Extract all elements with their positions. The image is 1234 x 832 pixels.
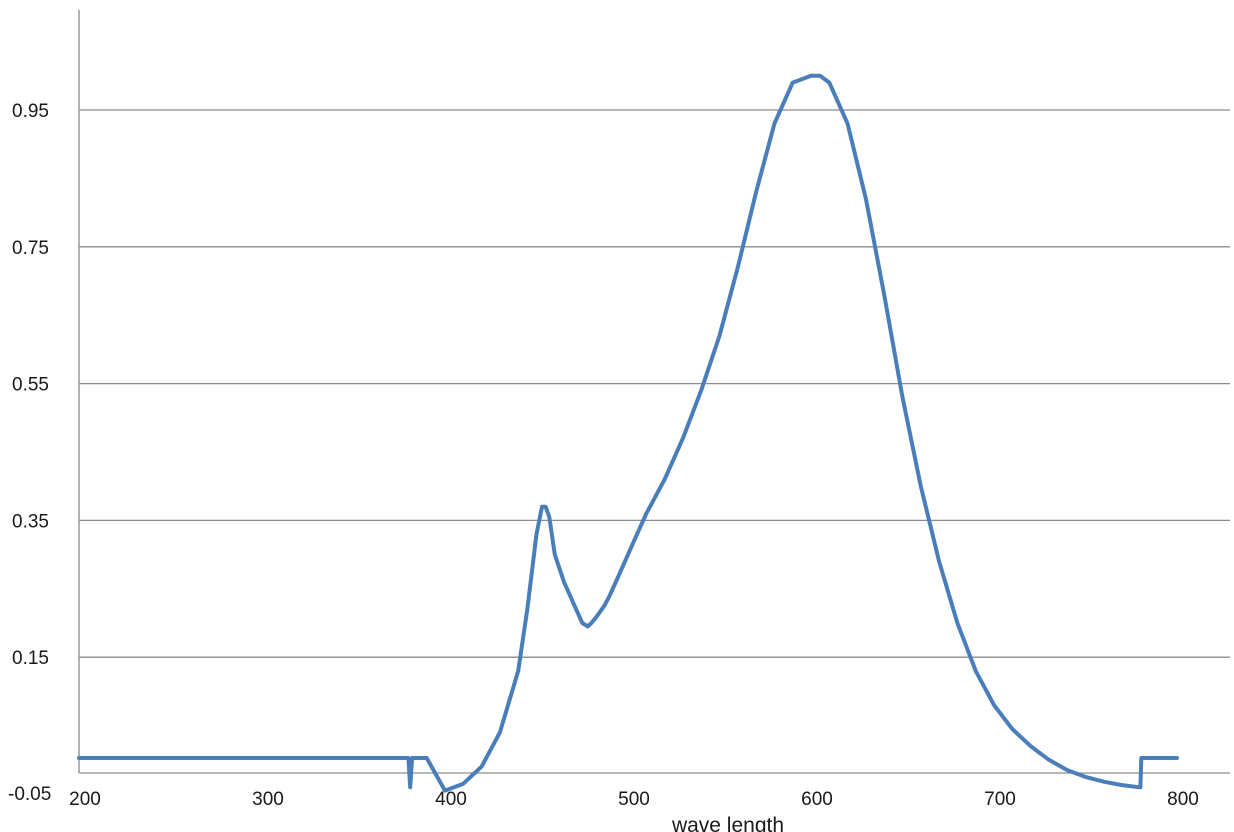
y-tick-label: 0.75 — [12, 238, 49, 259]
x-axis-title: wave length — [671, 814, 784, 832]
x-tick-label: 600 — [801, 789, 833, 810]
y-tick-label: 0.35 — [12, 511, 49, 532]
x-tick-label: 500 — [618, 789, 650, 810]
x-tick-label: 700 — [984, 789, 1016, 810]
y-tick-label: 0.15 — [12, 648, 49, 669]
series-line — [77, 73, 1179, 793]
x-tick-label: 800 — [1167, 789, 1199, 810]
gridlines — [79, 109, 1230, 774]
x-tick-labels: 200 300 400 500 600 700 800 — [69, 789, 1199, 810]
x-tick-label: 200 — [69, 789, 101, 810]
y-tick-label: 0.55 — [12, 375, 49, 396]
y-tick-labels: -0.05 0.15 0.35 0.55 0.75 0.95 — [8, 101, 51, 805]
x-tick-label: 400 — [435, 789, 467, 810]
y-tick-label: 0.95 — [12, 101, 49, 122]
x-tick-label: 300 — [252, 789, 284, 810]
y-tick-label: -0.05 — [8, 784, 51, 805]
